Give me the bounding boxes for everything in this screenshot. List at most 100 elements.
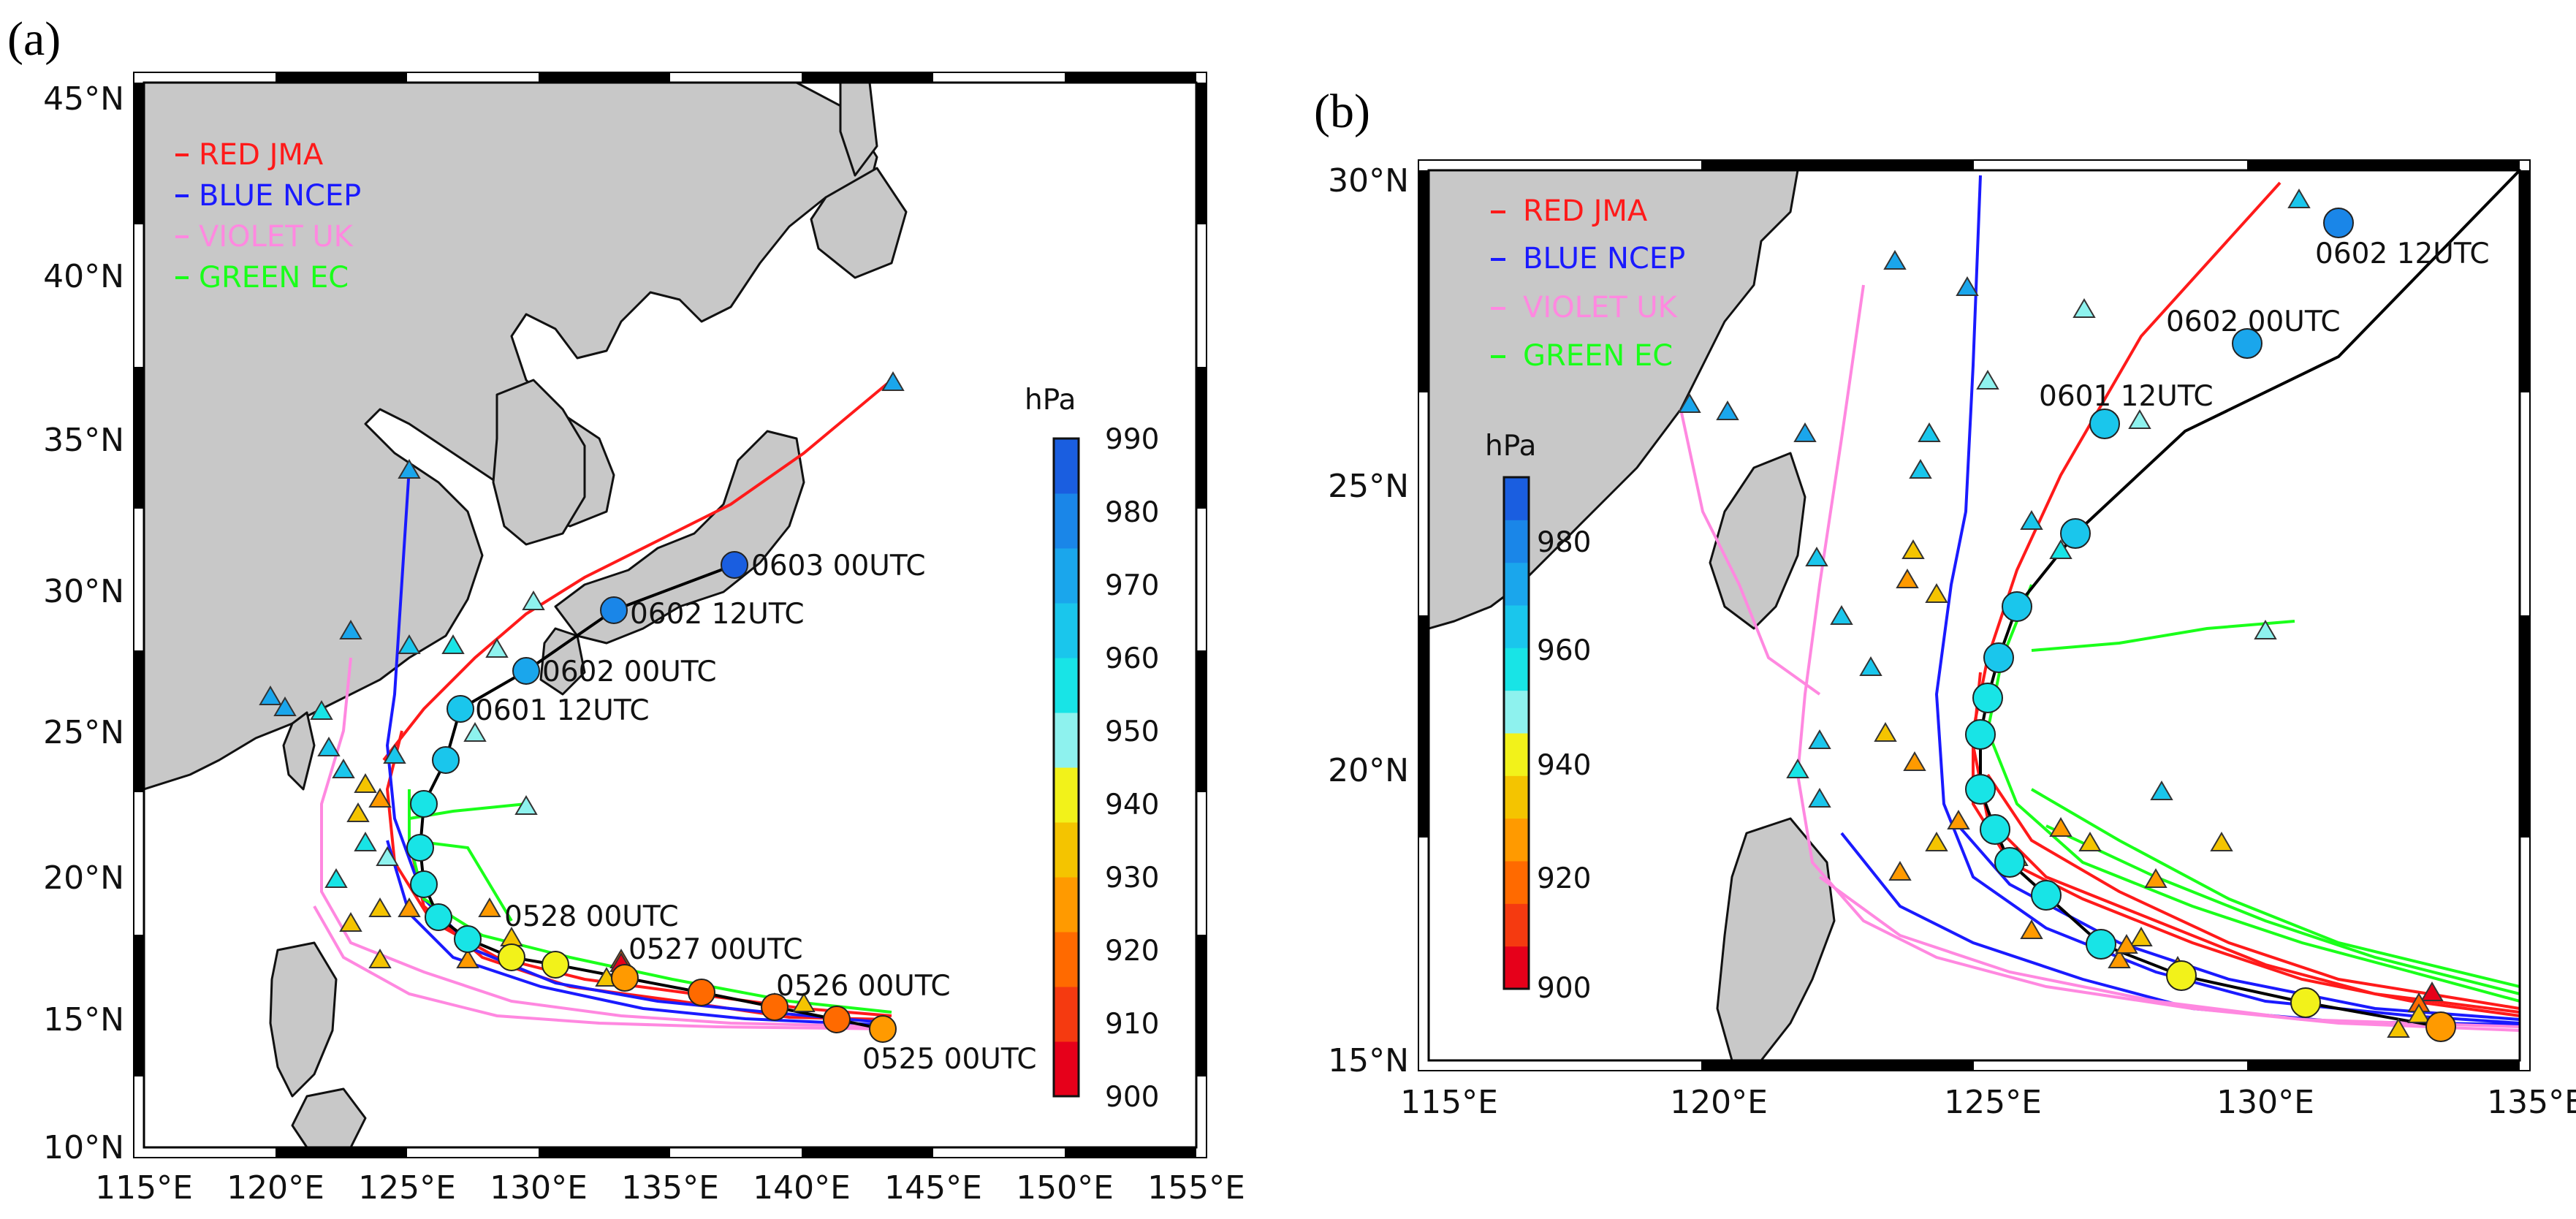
colorbar-tick: 980 xyxy=(1537,526,1591,559)
panel-a-lon-tick: 130°E xyxy=(490,1169,588,1207)
legend-ec: GREEN EC xyxy=(1523,339,1673,373)
panel-b-lon-tick: 120°E xyxy=(1670,1084,1768,1121)
colorbar-tick: 960 xyxy=(1537,634,1591,667)
panel-b-lat-tick: 15°N xyxy=(1328,1042,1409,1079)
panel-a-lat-tick: 40°N xyxy=(43,258,124,295)
panel-a-lon-tick: 140°E xyxy=(753,1169,851,1207)
panel-a-forecast-markers xyxy=(259,371,905,1012)
track-time-label: 0602 12UTC xyxy=(2315,238,2490,270)
colorbar-segment xyxy=(1054,658,1079,713)
panel-b-lon-tick: 115°E xyxy=(1400,1084,1498,1121)
legend-jma: RED JMA xyxy=(1523,194,1648,228)
colorbar-segment xyxy=(1504,648,1529,691)
luzon xyxy=(1716,817,1836,1060)
colorbar-tick: 900 xyxy=(1537,972,1591,1005)
panel-a-lon-tick: 150°E xyxy=(1016,1169,1114,1207)
colorbar-segment xyxy=(1054,603,1079,658)
colorbar-segment xyxy=(1504,562,1529,606)
colorbar-segment xyxy=(1054,877,1079,933)
philippines-luzon xyxy=(269,941,338,1098)
legend-ncep: BLUE NCEP xyxy=(1523,242,1685,276)
korea-peninsula xyxy=(492,379,586,546)
panel-a-lat-tick: 20°N xyxy=(43,859,124,897)
colorbar-tick: 990 xyxy=(1105,423,1159,456)
track-time-label: 0603 00UTC xyxy=(751,550,926,582)
colorbar-segment xyxy=(1054,1041,1079,1097)
panel-b-map: (b) xyxy=(1314,85,2576,1121)
panel-b-lat-tick: 20°N xyxy=(1328,752,1409,789)
colorbar-segment xyxy=(1504,775,1529,819)
japan-hokkaido xyxy=(810,167,908,279)
colorbar-tick: 950 xyxy=(1105,715,1159,748)
colorbar-segment xyxy=(1504,690,1529,734)
colorbar-segment xyxy=(1504,477,1529,520)
sakhalin xyxy=(839,83,878,177)
panel-a-colorbar: hPa 990 980 970 960 950 940 930 920 910 … xyxy=(1025,384,1159,1114)
colorbar-segment xyxy=(1054,493,1079,549)
panel-a-lat-tick: 45°N xyxy=(43,80,124,118)
panel-b-legend: RED JMA BLUE NCEP VIOLET UK GREEN EC xyxy=(1491,194,1685,373)
panel-a-lon-tick: 135°E xyxy=(621,1169,719,1207)
philippines-south xyxy=(291,1087,367,1147)
colorbar-unit: hPa xyxy=(1485,430,1536,463)
panel-b-frame xyxy=(1418,159,2531,1071)
legend-uk: VIOLET UK xyxy=(1523,291,1679,324)
panel-b-best-track-markers xyxy=(1965,208,2456,1042)
panel-b-map-body xyxy=(1429,170,2520,1060)
taiwan xyxy=(282,711,316,791)
panel-a-map-body xyxy=(144,83,1196,1147)
panel-b-lon-tick: 130°E xyxy=(2216,1084,2314,1121)
panel-a-land xyxy=(144,83,908,1147)
legend-ec: GREEN EC xyxy=(199,261,349,295)
colorbar-tick: 980 xyxy=(1105,496,1159,529)
panel-a-lon-tick: 155°E xyxy=(1147,1169,1245,1207)
panel-a-lat-tick: 10°N xyxy=(43,1129,124,1166)
panel-a-lon-tick: 115°E xyxy=(95,1169,193,1207)
colorbar-segment xyxy=(1054,822,1079,878)
colorbar-tick: 920 xyxy=(1105,935,1159,968)
panel-b-label: (b) xyxy=(1314,85,1370,138)
panel-a-lon-tick: 125°E xyxy=(358,1169,456,1207)
panel-b-best-track xyxy=(1979,170,2520,1028)
panel-a-lon-tick: 145°E xyxy=(884,1169,982,1207)
colorbar-segment xyxy=(1054,932,1079,987)
track-time-label: 0602 12UTC xyxy=(630,598,805,631)
colorbar-segment xyxy=(1504,861,1529,904)
colorbar-tick: 960 xyxy=(1105,642,1159,675)
panel-b-forecast-markers xyxy=(1678,189,2444,1038)
legend-ncep: BLUE NCEP xyxy=(199,179,361,213)
colorbar-tick: 940 xyxy=(1105,789,1159,821)
panel-b-lat-tick: 25°N xyxy=(1328,468,1409,505)
track-time-label: 0527 00UTC xyxy=(628,933,803,966)
panel-a-annotations: 0603 00UTC 0602 12UTC 0602 00UTC 0601 12… xyxy=(475,550,1037,1076)
track-time-label: 0602 00UTC xyxy=(542,656,717,688)
japan-honshu xyxy=(554,430,805,645)
colorbar-segment xyxy=(1504,818,1529,862)
track-time-label: 0526 00UTC xyxy=(776,970,951,1003)
colorbar-tick: 910 xyxy=(1105,1008,1159,1041)
track-time-label: 0601 12UTC xyxy=(475,694,650,727)
track-time-label: 0528 00UTC xyxy=(504,900,679,933)
panel-a-map: (a) xyxy=(7,12,1245,1207)
panel-a-lat-tick: 25°N xyxy=(43,714,124,751)
legend-jma: RED JMA xyxy=(199,138,324,172)
panel-a-frame xyxy=(133,72,1207,1158)
track-time-label: 0601 12UTC xyxy=(2039,380,2214,413)
panel-a-label: (a) xyxy=(7,12,61,66)
panel-b-lon-ticks: 115°E 120°E 125°E 130°E 135°E xyxy=(1400,1084,2576,1121)
colorbar-tick: 970 xyxy=(1105,569,1159,602)
panel-a-lon-tick: 120°E xyxy=(227,1169,324,1207)
colorbar-segment xyxy=(1504,733,1529,776)
panel-a-lat-tick: 35°N xyxy=(43,422,124,459)
colorbar-segment xyxy=(1504,605,1529,648)
panel-b-lat-tick: 30°N xyxy=(1328,162,1409,200)
panel-a-lat-tick: 30°N xyxy=(43,573,124,610)
colorbar-segment xyxy=(1054,548,1079,604)
colorbar-segment xyxy=(1054,767,1079,823)
track-time-label: 0602 00UTC xyxy=(2166,305,2341,338)
panel-a-lon-ticks: 115°E 120°E 125°E 130°E 135°E 140°E 145°… xyxy=(95,1169,1245,1207)
panel-b-lat-ticks: 30°N 25°N 20°N 15°N xyxy=(1328,162,1409,1079)
panel-a-lat-tick: 15°N xyxy=(43,1001,124,1038)
colorbar-segment xyxy=(1054,987,1079,1042)
